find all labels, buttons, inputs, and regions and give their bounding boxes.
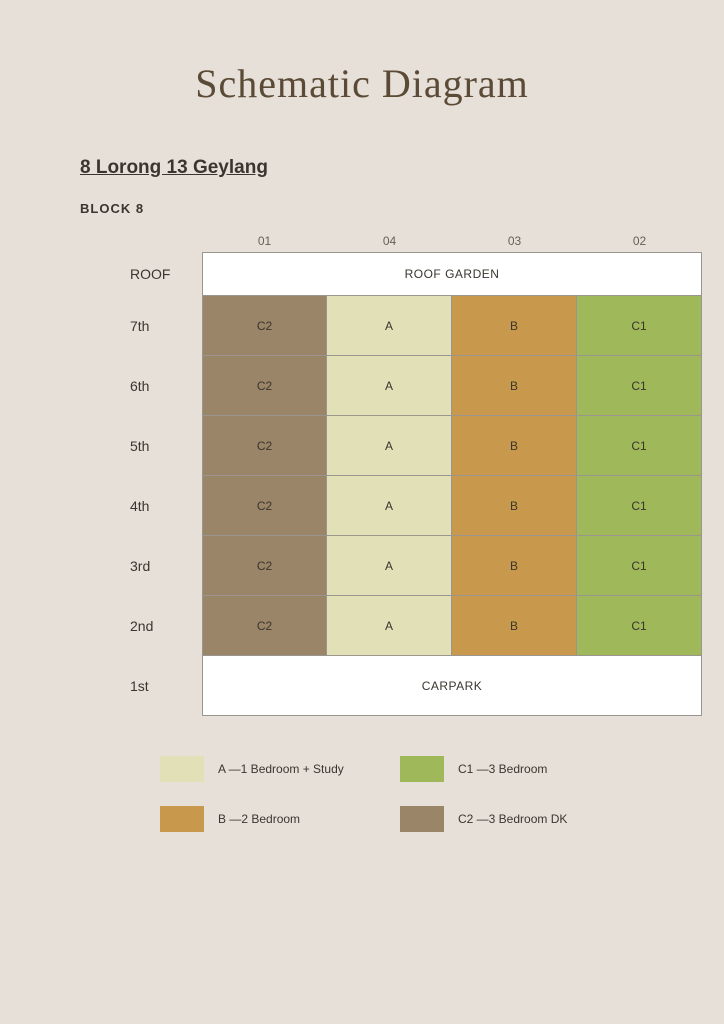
unit-cell: B bbox=[452, 536, 577, 596]
col-head: 02 bbox=[577, 226, 702, 252]
block-label: BLOCK 8 bbox=[80, 201, 664, 216]
legend-swatch bbox=[160, 756, 204, 782]
roof-garden-cell: ROOF GARDEN bbox=[202, 252, 702, 296]
schematic-grid: 01040302ROOFROOF GARDEN7thC2ABC16thC2ABC… bbox=[122, 226, 664, 716]
row-label: 4th bbox=[122, 476, 202, 536]
unit-cell: C1 bbox=[577, 356, 702, 416]
unit-cell: C1 bbox=[577, 416, 702, 476]
unit-cell: B bbox=[452, 416, 577, 476]
unit-cell: C2 bbox=[202, 476, 327, 536]
legend-item: C1 —3 Bedroom bbox=[400, 756, 630, 782]
row-label: 3rd bbox=[122, 536, 202, 596]
unit-cell: C2 bbox=[202, 596, 327, 656]
unit-cell: C1 bbox=[577, 536, 702, 596]
legend-item: C2 —3 Bedroom DK bbox=[400, 806, 630, 832]
unit-cell: C2 bbox=[202, 296, 327, 356]
legend-item: A —1 Bedroom + Study bbox=[160, 756, 390, 782]
address-heading: 8 Lorong 13 Geylang bbox=[80, 157, 664, 179]
row-label: 2nd bbox=[122, 596, 202, 656]
legend: A —1 Bedroom + Study C1 —3 Bedroom B —2 Be… bbox=[160, 756, 664, 832]
legend-item: B —2 Bedroom bbox=[160, 806, 390, 832]
col-head: 03 bbox=[452, 226, 577, 252]
legend-swatch bbox=[160, 806, 204, 832]
row-label: 6th bbox=[122, 356, 202, 416]
unit-cell: C2 bbox=[202, 356, 327, 416]
unit-cell: A bbox=[327, 416, 452, 476]
col-head: 01 bbox=[202, 226, 327, 252]
unit-cell: B bbox=[452, 596, 577, 656]
unit-cell: B bbox=[452, 356, 577, 416]
row-label-roof: ROOF bbox=[122, 252, 202, 296]
page-title: Schematic Diagram bbox=[60, 60, 664, 107]
unit-cell: A bbox=[327, 476, 452, 536]
col-head: 04 bbox=[327, 226, 452, 252]
carpark-cell: CARPARK bbox=[202, 656, 702, 716]
unit-cell: C1 bbox=[577, 296, 702, 356]
unit-cell: A bbox=[327, 356, 452, 416]
unit-cell: A bbox=[327, 536, 452, 596]
unit-cell: B bbox=[452, 296, 577, 356]
unit-cell: C1 bbox=[577, 596, 702, 656]
legend-swatch bbox=[400, 756, 444, 782]
unit-cell: A bbox=[327, 296, 452, 356]
row-label: 5th bbox=[122, 416, 202, 476]
unit-cell: A bbox=[327, 596, 452, 656]
row-label: 7th bbox=[122, 296, 202, 356]
unit-cell: C2 bbox=[202, 536, 327, 596]
legend-swatch bbox=[400, 806, 444, 832]
unit-cell: C1 bbox=[577, 476, 702, 536]
legend-label: C2 —3 Bedroom DK bbox=[458, 812, 567, 826]
unit-cell: B bbox=[452, 476, 577, 536]
legend-label: C1 —3 Bedroom bbox=[458, 762, 547, 776]
legend-label: B —2 Bedroom bbox=[218, 812, 300, 826]
col-head-blank bbox=[122, 226, 202, 252]
legend-label: A —1 Bedroom + Study bbox=[218, 762, 344, 776]
row-label-1st: 1st bbox=[122, 656, 202, 716]
unit-cell: C2 bbox=[202, 416, 327, 476]
